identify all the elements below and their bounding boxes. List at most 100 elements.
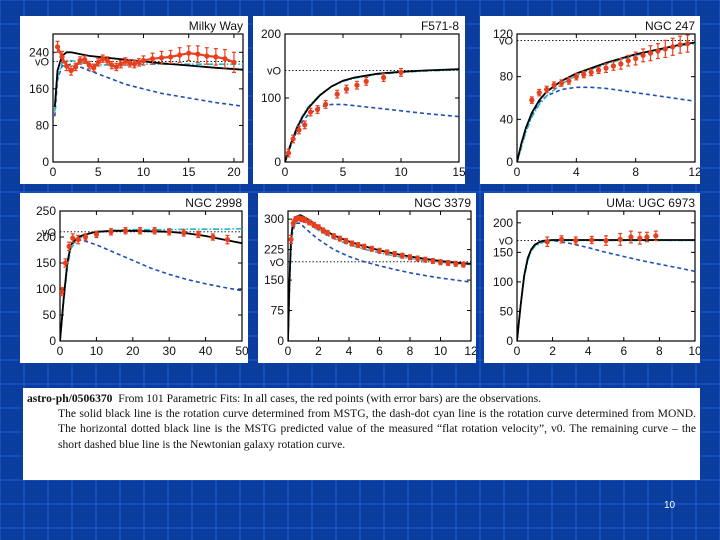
observation-point <box>453 261 459 267</box>
plot-frame <box>59 210 243 342</box>
observation-point <box>68 67 74 74</box>
chart-panel-ngc-3379: NGC 3379 0 2 4 6 8 10 12 0 75 150 225 300 vO <box>258 193 476 363</box>
observation-point <box>82 234 89 240</box>
observation-point <box>655 48 661 54</box>
v0-label: vO <box>499 35 514 47</box>
y-tick-label: 50 <box>43 308 57 322</box>
newtonian-curve <box>54 63 243 117</box>
observation-point <box>369 246 375 252</box>
y-tick-label: 200 <box>261 27 281 41</box>
x-tick-label: 4 <box>573 165 580 179</box>
observation-point <box>204 53 210 59</box>
chart-title: UMa: UGC 6973 <box>606 196 695 210</box>
y-tick-label: 100 <box>493 275 513 289</box>
observation-point <box>158 55 165 61</box>
y-tick-label: 75 <box>271 304 285 318</box>
x-tick-label: 20 <box>126 344 140 358</box>
x-tick-label: 12 <box>464 344 476 358</box>
mstg-curve <box>288 214 471 341</box>
observation-point <box>628 234 634 240</box>
observation-point <box>529 97 535 103</box>
observation-point <box>637 235 643 241</box>
plot-frame <box>287 210 472 342</box>
observation-point <box>381 74 387 81</box>
observation-point <box>354 82 360 88</box>
y-tick-label: 250 <box>36 204 56 218</box>
observation-point <box>222 56 228 62</box>
observation-point <box>644 234 650 240</box>
observation-point <box>95 59 101 65</box>
x-tick-label: 10 <box>90 344 104 358</box>
observation-point <box>210 234 216 240</box>
x-tick-label: 8 <box>407 344 414 358</box>
observation-point <box>181 230 187 236</box>
observation-point <box>100 56 106 62</box>
chart-panel-ngc-2998: NGC 2998 0 10 20 30 40 50 0 50 100 150 200 250 vO <box>20 193 248 363</box>
observation-point <box>60 289 65 295</box>
observation-point <box>610 63 617 69</box>
observation-point <box>670 44 676 50</box>
observation-point <box>136 59 142 65</box>
y-tick-label: 0 <box>277 334 284 348</box>
y-tick-label: 150 <box>264 273 284 287</box>
chart-title: NGC 2998 <box>185 196 242 210</box>
observation-point <box>307 109 314 115</box>
observation-point <box>109 62 115 68</box>
observation-point <box>285 150 292 156</box>
observation-point <box>640 52 646 58</box>
observation-point <box>653 233 659 239</box>
mstg-curve <box>517 239 695 341</box>
observation-point <box>127 60 133 66</box>
plot-area <box>53 40 243 117</box>
y-tick-label: 0 <box>506 334 513 348</box>
chart-f571-8: F571-8 0 5 10 15 0 100 200 vO <box>261 19 465 179</box>
observation-point <box>108 229 114 235</box>
observation-point <box>323 101 329 107</box>
observation-point <box>66 243 72 249</box>
observation-point <box>595 67 602 73</box>
plot-frame <box>516 210 696 342</box>
y-tick-label: 160 <box>29 82 49 96</box>
observation-point <box>288 236 294 243</box>
plot-area <box>285 67 459 162</box>
y-tick-label: 150 <box>493 245 513 259</box>
plot-frame <box>516 33 696 163</box>
observation-point <box>82 57 88 63</box>
observation-point <box>231 59 237 65</box>
observation-point <box>75 237 81 243</box>
observation-point <box>361 244 367 250</box>
y-tick-label: 0 <box>49 334 56 348</box>
v0-label: vO <box>35 56 50 68</box>
x-tick-label: 4 <box>346 344 353 358</box>
observation-point <box>224 237 231 243</box>
y-tick-label: 80 <box>500 70 514 84</box>
observation-point <box>603 237 609 244</box>
observation-point <box>415 255 421 262</box>
x-tick-label: 8 <box>656 344 663 358</box>
x-tick-label: 20 <box>227 165 241 179</box>
observation-point <box>581 71 587 78</box>
mstg-curve <box>60 229 242 341</box>
observation-point <box>684 41 691 47</box>
observation-point <box>558 236 565 242</box>
observation-point <box>662 46 668 52</box>
observation-point <box>296 127 302 133</box>
observation-point <box>337 236 343 242</box>
observation-point <box>551 82 557 88</box>
y-tick-label: 0 <box>274 155 281 169</box>
observation-point <box>437 259 444 265</box>
observation-point <box>392 251 398 257</box>
observation-point <box>113 64 119 70</box>
y-tick-label: 200 <box>493 216 513 230</box>
observation-point <box>195 51 201 57</box>
x-tick-label: 5 <box>340 165 347 179</box>
chart-ngc-3379: NGC 3379 0 2 4 6 8 10 12 0 75 150 225 300 vO <box>264 196 476 358</box>
observation-point <box>186 50 192 56</box>
observation-point <box>536 90 542 96</box>
observation-point <box>86 62 92 68</box>
observation-point <box>77 57 83 64</box>
newtonian-curve <box>60 238 242 341</box>
y-tick-label: 225 <box>264 243 284 257</box>
observation-point <box>91 65 97 71</box>
chart-panel-ugc-6973: UMa: UGC 6973 0 2 4 6 8 10 0 50 100 150 200 vO <box>484 193 700 363</box>
